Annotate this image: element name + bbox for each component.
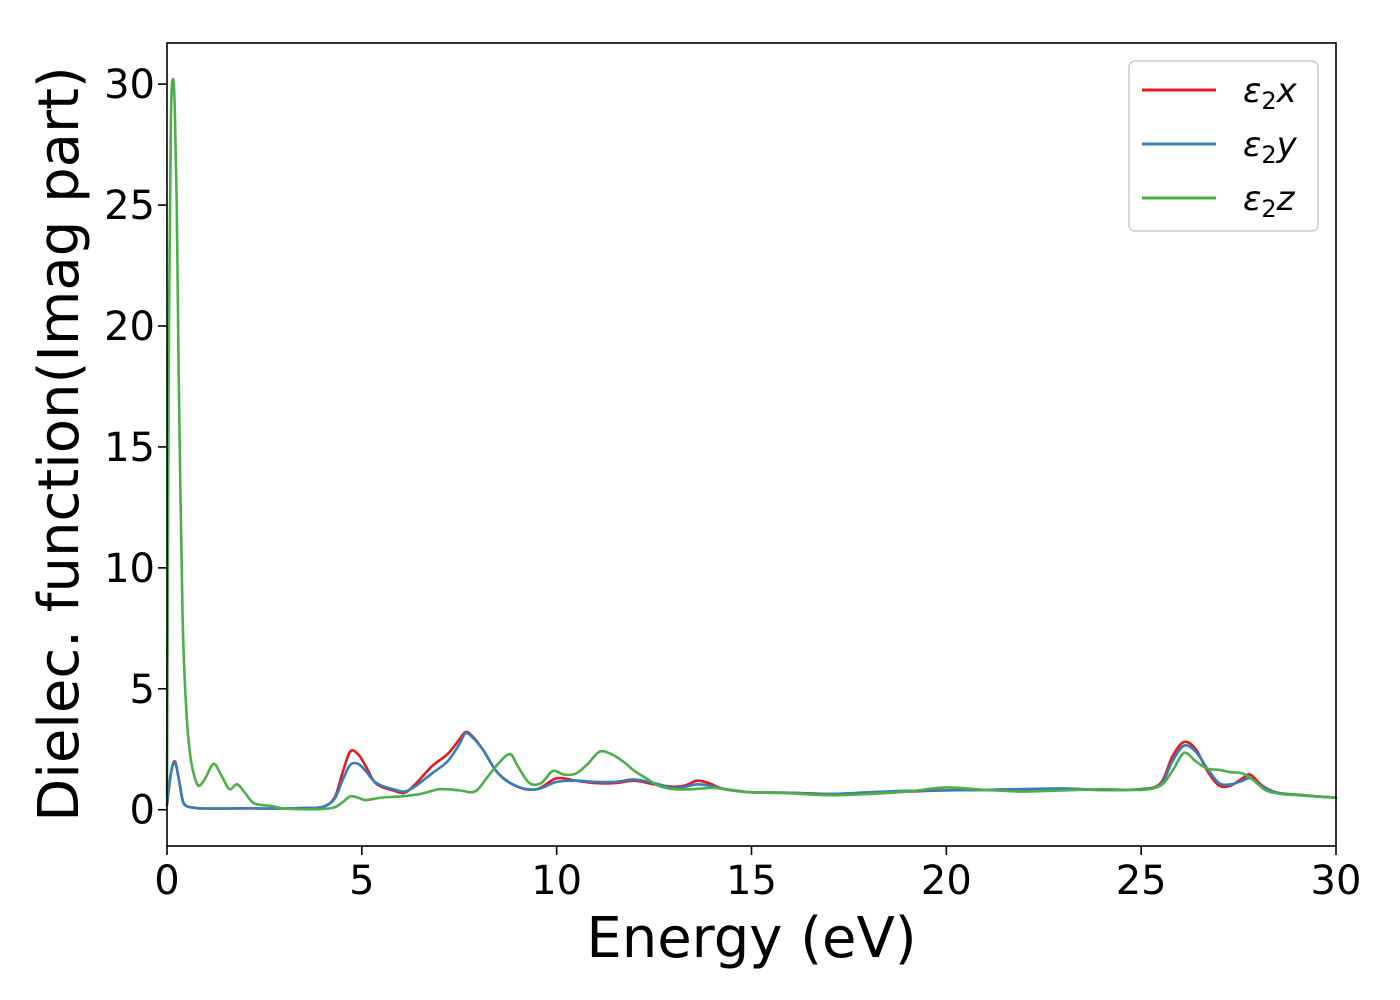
y-axis: 0 5 10 15 20 25 30 — [104, 62, 167, 834]
x-axis-label: Energy (eV) — [586, 906, 916, 971]
legend-box — [1128, 60, 1319, 232]
legend-label: ε2y — [1243, 125, 1298, 169]
y-tick-label: 25 — [104, 183, 155, 229]
x-axis: 0 5 10 15 20 25 30 — [154, 846, 1361, 904]
y-tick-label: 30 — [104, 62, 155, 108]
x-tick-label: 20 — [921, 858, 972, 904]
y-tick-label: 0 — [130, 788, 155, 834]
x-tick-label: 0 — [154, 858, 179, 904]
series-line-z — [165, 77, 1338, 811]
series-layer — [165, 77, 1338, 811]
x-tick-label: 15 — [726, 858, 777, 904]
y-tick-label: 20 — [104, 304, 155, 350]
y-tick-label: 5 — [130, 667, 155, 713]
x-tick-label: 5 — [349, 858, 374, 904]
x-tick-label: 10 — [531, 858, 582, 904]
x-tick-label: 25 — [1116, 858, 1167, 904]
legend: ε2x ε2y ε2z — [1128, 60, 1319, 232]
y-tick-label: 10 — [104, 546, 155, 592]
legend-label: ε2z — [1243, 179, 1296, 223]
legend-label: ε2x — [1243, 71, 1298, 115]
x-tick-label: 30 — [1311, 858, 1362, 904]
y-tick-label: 15 — [104, 425, 155, 471]
y-axis-label: Dielec. function(Imag part) — [27, 66, 92, 822]
